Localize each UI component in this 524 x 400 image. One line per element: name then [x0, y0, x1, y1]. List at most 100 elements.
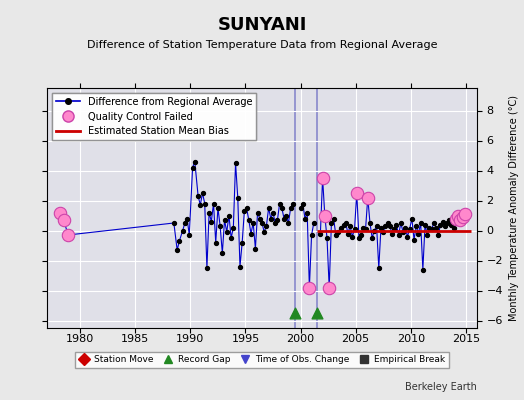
Point [388, 230, 396, 237]
Point [348, 233, 356, 240]
Point [56, 209, 64, 216]
Point [321, 212, 329, 219]
Text: Berkeley Earth: Berkeley Earth [405, 382, 477, 392]
Point [432, 224, 440, 231]
Point [458, 214, 467, 220]
Point [406, 226, 414, 232]
Point [340, 221, 348, 228]
Point [414, 230, 423, 237]
Point [368, 235, 376, 241]
Point [321, 212, 329, 219]
Point [271, 220, 279, 226]
Point [346, 223, 354, 229]
Point [232, 160, 240, 166]
Point [423, 232, 431, 238]
Point [458, 214, 467, 220]
Point [238, 239, 246, 246]
Point [299, 200, 307, 207]
Point [357, 232, 365, 238]
Point [196, 202, 204, 208]
Point [308, 232, 316, 238]
Point [419, 266, 427, 273]
Point [234, 194, 242, 201]
Point [265, 205, 273, 211]
Legend: Difference from Regional Average, Quality Control Failed, Estimated Station Mean: Difference from Regional Average, Qualit… [52, 93, 256, 140]
Point [251, 245, 259, 252]
Point [375, 265, 383, 271]
Point [381, 223, 389, 229]
Point [198, 190, 206, 196]
Point [221, 217, 229, 223]
Point [282, 212, 290, 219]
Point [207, 218, 215, 225]
Point [395, 232, 403, 238]
Point [214, 205, 222, 211]
Point [379, 229, 387, 235]
Point [434, 232, 442, 238]
Point [183, 215, 191, 222]
Point [258, 220, 266, 226]
Text: 2010: 2010 [397, 334, 425, 344]
Point [269, 209, 277, 216]
Text: 1990: 1990 [176, 334, 204, 344]
Point [247, 230, 255, 237]
Point [392, 221, 401, 228]
Point [179, 227, 187, 234]
Point [325, 284, 333, 291]
Point [430, 220, 438, 226]
Point [173, 247, 181, 253]
Point [170, 220, 178, 226]
Point [289, 200, 297, 207]
Point [267, 215, 275, 222]
Point [201, 200, 209, 207]
Point [342, 220, 350, 226]
Point [319, 175, 327, 181]
Point [212, 239, 220, 246]
Point [370, 227, 378, 234]
Point [185, 232, 193, 238]
Point [273, 217, 281, 223]
Point [441, 223, 449, 229]
Point [218, 250, 226, 256]
Point [323, 235, 331, 241]
Point [278, 205, 286, 211]
Point [421, 221, 429, 228]
Point [291, 310, 299, 316]
Point [260, 229, 268, 235]
Point [225, 212, 233, 219]
Point [240, 208, 248, 214]
Point [249, 220, 257, 226]
Point [436, 221, 445, 228]
Point [205, 209, 213, 216]
Point [301, 215, 309, 222]
Point [227, 235, 235, 241]
Point [412, 223, 420, 229]
Point [461, 211, 469, 217]
Point [364, 194, 372, 201]
Point [447, 221, 456, 228]
Point [189, 164, 197, 171]
Point [327, 220, 335, 226]
Point [456, 217, 464, 223]
Point [454, 212, 462, 219]
Point [229, 224, 237, 231]
Point [359, 224, 367, 231]
Point [439, 218, 447, 225]
Point [362, 226, 370, 232]
Point [310, 220, 318, 226]
Point [194, 193, 202, 199]
Point [254, 209, 262, 216]
Point [243, 205, 251, 211]
Point [377, 224, 385, 231]
Point [325, 284, 333, 291]
Point [397, 220, 405, 226]
Point [403, 233, 412, 240]
Point [175, 238, 183, 244]
Point [256, 215, 264, 222]
Y-axis label: Monthly Temperature Anomaly Difference (°C): Monthly Temperature Anomaly Difference (… [509, 95, 519, 321]
Point [223, 229, 231, 235]
Point [399, 229, 407, 235]
Point [401, 224, 409, 231]
Point [386, 223, 394, 229]
Point [284, 220, 292, 226]
